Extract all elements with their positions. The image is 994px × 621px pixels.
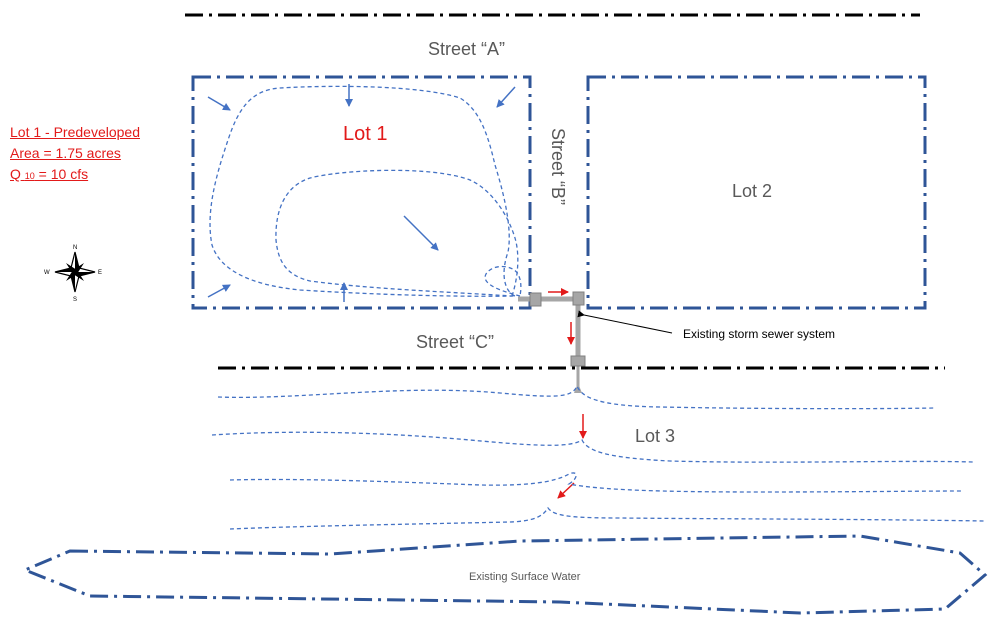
lot1-boundary bbox=[191, 75, 532, 310]
note-title: Lot 1 - Predeveloped bbox=[10, 124, 140, 140]
flow-arrow bbox=[207, 96, 231, 111]
lot2-boundary bbox=[586, 75, 927, 310]
note-area: Area = 1.75 acres bbox=[10, 145, 121, 161]
surface-water-label: Existing Surface Water bbox=[469, 571, 581, 583]
lot3-contour bbox=[229, 506, 986, 530]
lot1-outer-contour bbox=[209, 85, 516, 297]
lot1-inner-contour bbox=[275, 169, 519, 297]
lot1-predeveloped-note: Lot 1 - Predeveloped Area = 1.75 acres Q… bbox=[10, 122, 140, 187]
flow-arrow bbox=[207, 284, 231, 298]
compass-s: S bbox=[73, 297, 77, 303]
compass-e: E bbox=[98, 270, 102, 276]
street-a-label: Street “A” bbox=[428, 39, 505, 59]
lot3-label: Lot 3 bbox=[635, 426, 675, 446]
flow-arrow bbox=[403, 215, 439, 251]
note-flow: Q 10 = 10 cfs bbox=[10, 166, 89, 182]
compass-rose-icon: N S E W bbox=[44, 245, 102, 303]
lot3-contour bbox=[229, 472, 963, 493]
lot3-contour bbox=[217, 384, 936, 410]
lot2-label: Lot 2 bbox=[732, 181, 772, 201]
lot3-contour bbox=[211, 431, 974, 463]
lot1-label: Lot 1 bbox=[343, 123, 387, 145]
street-b-label: Street “B” bbox=[548, 128, 568, 205]
flow-arrow bbox=[496, 86, 516, 108]
lot1-outlet-loop bbox=[484, 265, 522, 297]
compass-n: N bbox=[73, 245, 77, 251]
street-c-label: Street “C” bbox=[416, 332, 494, 352]
compass-w: W bbox=[44, 270, 50, 276]
storm-sewer-callout-line bbox=[577, 310, 673, 334]
flow-arrow-red bbox=[557, 482, 575, 499]
storm-sewer-label: Existing storm sewer system bbox=[683, 327, 835, 341]
